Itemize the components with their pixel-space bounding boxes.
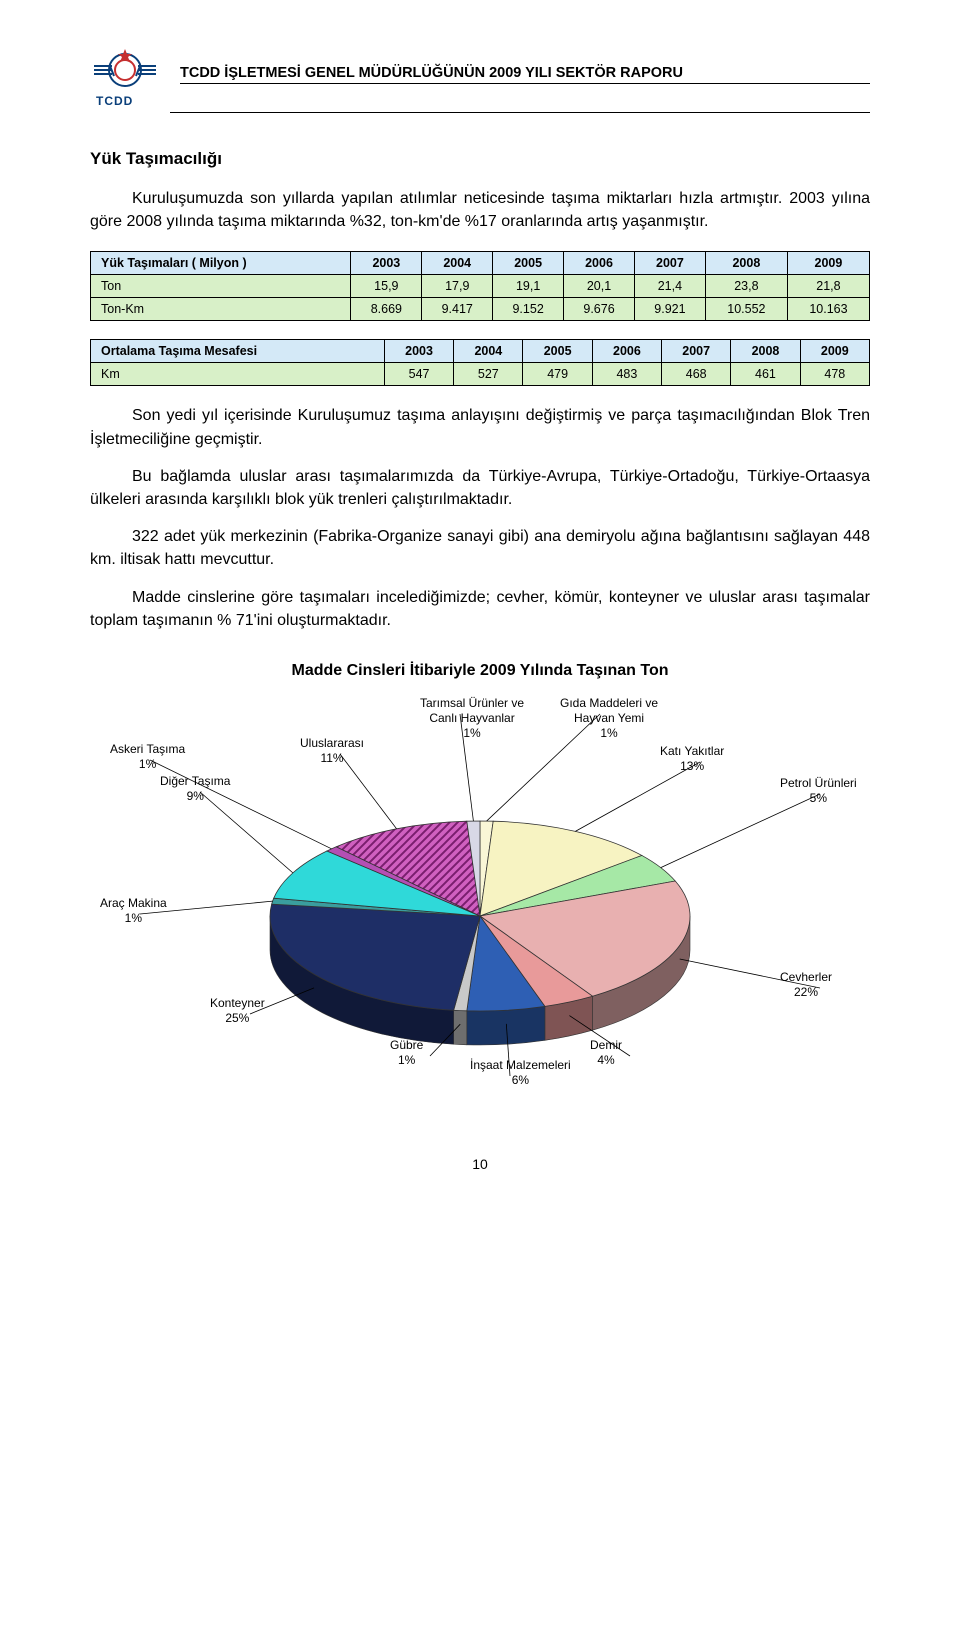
cell: 21,4 [634,275,705,298]
pie-slice-label: Katı Yakıtlar13% [660,744,724,774]
cell: 527 [454,363,523,386]
pie-slice-label: İnşaat Malzemeleri6% [470,1058,571,1088]
table-year: 2007 [634,252,705,275]
tcdd-label: TCDD [96,94,160,108]
cell: 8.669 [351,298,422,321]
pie-slice-label: Tarımsal Ürünler veCanlı Hayvanlar1% [420,696,524,741]
cell: 17,9 [422,275,493,298]
cell: 547 [384,363,453,386]
table-year: 2008 [731,340,800,363]
pie-slice-label: Petrol Ürünleri5% [780,776,857,806]
cell: 9.921 [634,298,705,321]
pie-slice-label: Gıda Maddeleri veHayvan Yemi1% [560,696,658,741]
table-year: 2009 [800,340,869,363]
cell: 20,1 [564,275,635,298]
cell: 468 [662,363,731,386]
cell: 483 [592,363,661,386]
section-title: Yük Taşımacılığı [90,149,870,169]
table-year: 2004 [422,252,493,275]
cell: 10.552 [705,298,787,321]
table-year: 2007 [662,340,731,363]
row-label: Ton-Km [91,298,351,321]
table-year: 2006 [592,340,661,363]
paragraph: Son yedi yıl içerisinde Kuruluşumuz taşı… [90,404,870,450]
cell: 15,9 [351,275,422,298]
pie-slice-label: Demir4% [590,1038,622,1068]
table-year: 2003 [351,252,422,275]
pie-slice-label: Cevherler22% [780,970,832,1000]
pie-slice-label: Gübre1% [390,1038,423,1068]
cell: 479 [523,363,592,386]
table-year: 2003 [384,340,453,363]
table-row: Ton 15,9 17,9 19,1 20,1 21,4 23,8 21,8 [91,275,870,298]
table-row: Ton-Km 8.669 9.417 9.152 9.676 9.921 10.… [91,298,870,321]
pie-slice-label: Araç Makina1% [100,896,167,926]
header-rule [170,112,870,113]
table-title-cell: Ortalama Taşıma Mesafesi [91,340,385,363]
chart-title: Madde Cinsleri İtibariyle 2009 Yılında T… [90,662,870,680]
table-year: 2005 [523,340,592,363]
cell: 478 [800,363,869,386]
pie-slice-label: Diğer Taşıma9% [160,774,230,804]
table-year: 2005 [493,252,564,275]
paragraph: 322 adet yük merkezinin (Fabrika-Organiz… [90,525,870,571]
pie-chart: Gıda Maddeleri veHayvan Yemi1%Katı Yakıt… [90,686,870,1116]
table-row: Km 547 527 479 483 468 461 478 [91,363,870,386]
paragraph: Kuruluşumuzda son yıllarda yapılan atılı… [90,187,870,233]
tcdd-logo: TCDD [90,40,160,108]
table-yuk-tasimalari: Yük Taşımaları ( Milyon ) 2003 2004 2005… [90,251,870,321]
pie-slice-label: Konteyner25% [210,996,265,1026]
cell: 21,8 [787,275,869,298]
cell: 19,1 [493,275,564,298]
table-ortalama-mesafe: Ortalama Taşıma Mesafesi 2003 2004 2005 … [90,339,870,386]
row-label: Ton [91,275,351,298]
pie-slice-label: Askeri Taşıma1% [110,742,185,772]
table-year: 2006 [564,252,635,275]
cell: 9.676 [564,298,635,321]
page-number: 10 [90,1156,870,1172]
row-label: Km [91,363,385,386]
pie-slice-label: Uluslararası11% [300,736,364,766]
table-year: 2009 [787,252,869,275]
cell: 23,8 [705,275,787,298]
table-year: 2008 [705,252,787,275]
paragraph: Madde cinslerine göre taşımaları inceled… [90,586,870,632]
table-title-cell: Yük Taşımaları ( Milyon ) [91,252,351,275]
cell: 461 [731,363,800,386]
paragraph: Bu bağlamda uluslar arası taşımalarımızd… [90,465,870,511]
report-title: TCDD İŞLETMESİ GENEL MÜDÜRLÜĞÜNÜN 2009 Y… [180,65,870,84]
page-header: TCDD TCDD İŞLETMESİ GENEL MÜDÜRLÜĞÜNÜN 2… [90,40,870,108]
table-year: 2004 [454,340,523,363]
cell: 10.163 [787,298,869,321]
cell: 9.417 [422,298,493,321]
cell: 9.152 [493,298,564,321]
